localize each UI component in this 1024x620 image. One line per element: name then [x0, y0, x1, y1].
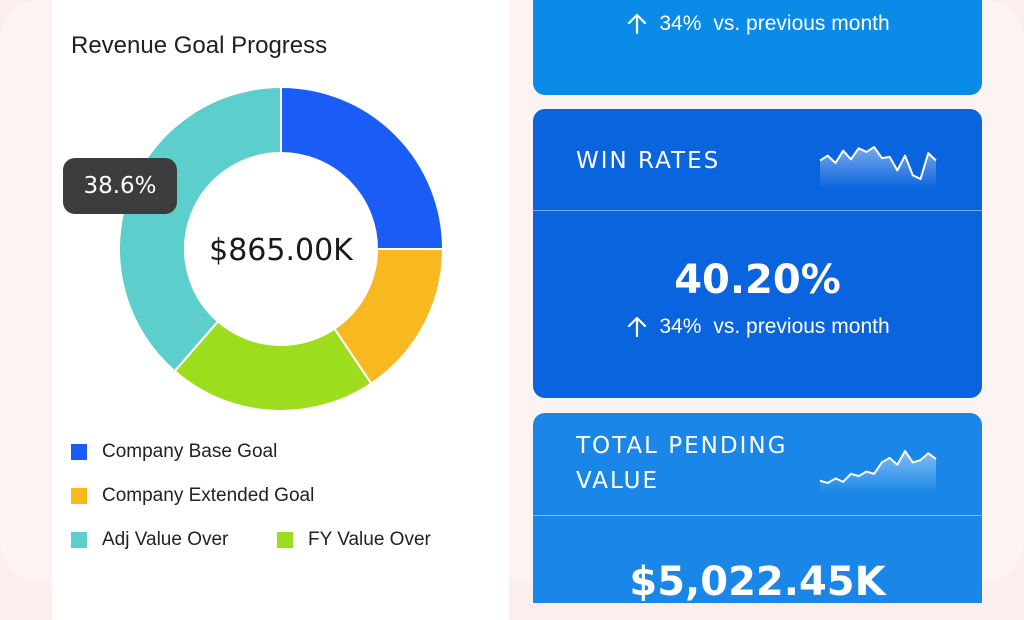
- kpi-card-win-rates: WIN RATES 40.20% 34% vs. previous month: [533, 109, 982, 398]
- kpi-divider: [533, 515, 982, 516]
- sparkline-line: [819, 450, 937, 484]
- kpi-label-line2: VALUE: [576, 468, 660, 494]
- arrow-up-icon: [628, 316, 647, 338]
- sparkline-line: [819, 146, 937, 180]
- card-title: Revenue Goal Progress: [71, 32, 328, 59]
- legend-item-company-base-goal[interactable]: Company Base Goal: [71, 441, 277, 463]
- pending-value-sparkline: [819, 450, 937, 493]
- legend-swatch: [277, 532, 293, 548]
- legend-label: Adj Value Over: [102, 529, 229, 550]
- donut-chart[interactable]: $865.00K: [110, 84, 450, 414]
- arrow-up-icon: [628, 13, 647, 35]
- change-percent: 34%: [659, 12, 702, 35]
- legend-swatch: [71, 532, 87, 548]
- change-percent: 34%: [659, 315, 702, 338]
- win-rates-sparkline: [819, 146, 937, 189]
- change-text: vs. previous month: [713, 12, 890, 35]
- kpi-card-total-pending-value: TOTAL PENDING VALUE $5,022.45K: [533, 413, 982, 605]
- donut-center-value: $865.00K: [209, 233, 354, 268]
- legend-item-fy-value-over[interactable]: FY Value Over: [277, 529, 431, 551]
- legend-swatch: [71, 444, 87, 460]
- kpi-value: 40.20%: [674, 257, 841, 303]
- donut-slice-adj-value-over[interactable]: [118, 85, 282, 373]
- kpi-change: 34% vs. previous month: [533, 12, 982, 36]
- kpi-change: 34% vs. previous month: [533, 315, 982, 339]
- kpi-card-top: 34% vs. previous month: [533, 0, 982, 95]
- legend-label: Company Extended Goal: [102, 485, 315, 506]
- chart-tooltip: 38.6%: [63, 158, 177, 214]
- kpi-label: WIN RATES: [576, 148, 721, 174]
- legend-item-company-extended-goal[interactable]: Company Extended Goal: [71, 485, 314, 507]
- kpi-value: $5,022.45K: [629, 559, 886, 605]
- kpi-label-line1: TOTAL PENDING: [576, 433, 788, 459]
- kpi-divider: [533, 210, 982, 211]
- legend-label: FY Value Over: [308, 529, 431, 550]
- donut-slice-company-base-goal[interactable]: [280, 85, 445, 250]
- legend-swatch: [71, 488, 87, 504]
- sparkline-area: [820, 451, 936, 493]
- legend-item-adj-value-over[interactable]: Adj Value Over: [71, 529, 228, 551]
- legend-label: Company Base Goal: [102, 441, 278, 462]
- change-text: vs. previous month: [713, 315, 890, 338]
